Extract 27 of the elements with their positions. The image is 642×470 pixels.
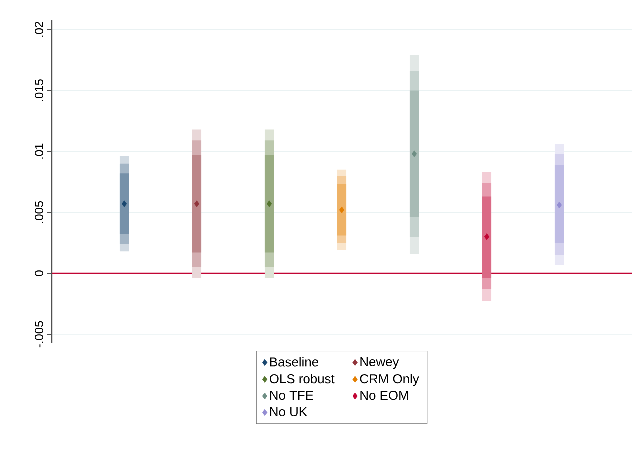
legend-label: OLS robust bbox=[270, 374, 335, 384]
legend-label: CRM Only bbox=[360, 374, 420, 386]
y-tick-label: .02 bbox=[35, 22, 44, 37]
legend-label: No TFE bbox=[270, 391, 314, 400]
y-tick-label: -.005 bbox=[35, 321, 44, 348]
point bbox=[484, 234, 490, 240]
bar bbox=[482, 196, 492, 278]
legend-label: Baseline bbox=[270, 357, 318, 367]
bar bbox=[120, 174, 130, 235]
legend-label: No EOM bbox=[360, 390, 408, 400]
point bbox=[339, 206, 345, 214]
bar bbox=[554, 165, 564, 244]
bar bbox=[264, 155, 274, 253]
point bbox=[556, 202, 562, 209]
legend-label: No UK bbox=[270, 408, 308, 417]
point bbox=[122, 200, 128, 208]
bar bbox=[192, 155, 202, 253]
point bbox=[412, 150, 418, 158]
point bbox=[266, 200, 272, 208]
bar bbox=[337, 184, 347, 236]
legend-label: Newey bbox=[360, 358, 400, 370]
point bbox=[194, 200, 200, 208]
y-tick-label: .015 bbox=[35, 80, 44, 102]
y-tick-label: 0 bbox=[35, 270, 44, 276]
y-tick-label: .01 bbox=[35, 144, 44, 159]
bar bbox=[410, 90, 420, 218]
y-tick-label: .005 bbox=[35, 201, 44, 224]
